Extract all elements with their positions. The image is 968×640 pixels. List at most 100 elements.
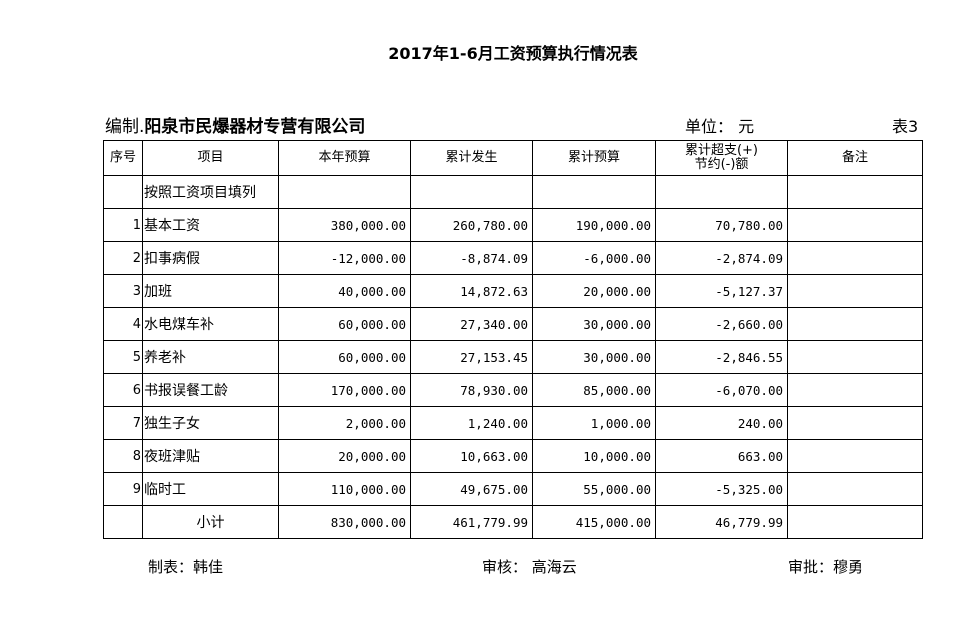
cell-remark — [787, 439, 923, 473]
cell-no: 3 — [103, 274, 143, 308]
cell-diff: 46,779.99 — [655, 505, 788, 539]
cell-actual: 27,340.00 — [410, 307, 533, 341]
cell-item: 加班 — [142, 274, 279, 308]
cell-actual: 1,240.00 — [410, 406, 533, 440]
cell-budget: 2,000.00 — [278, 406, 411, 440]
cell-diff: -2,874.09 — [655, 241, 788, 275]
cell-no — [103, 505, 143, 539]
cell-item: 临时工 — [142, 472, 279, 506]
footer-maker: 制表：韩佳 — [148, 558, 224, 576]
table-row: 1 基本工资 380,000.00 260,780.00 190,000.00 70,78… — [103, 208, 923, 242]
col-header-cum-budget: 累计预算 — [532, 140, 656, 176]
cell-item: 养老补 — [142, 340, 279, 374]
cell-remark — [787, 505, 923, 539]
footer-reviewer: 审核： 高海云 — [482, 558, 577, 576]
cell-item: 水电煤车补 — [142, 307, 279, 341]
cell-item: 基本工资 — [142, 208, 279, 242]
cell-cum-budget: 55,000.00 — [532, 472, 656, 506]
cell-no: 2 — [103, 241, 143, 275]
cell-item: 独生子女 — [142, 406, 279, 440]
cell-budget: 60,000.00 — [278, 307, 411, 341]
cell-remark — [787, 208, 923, 242]
cell-cum-budget: -6,000.00 — [532, 241, 656, 275]
table-row: 9 临时工 110,000.00 49,675.00 55,000.00 -5,325.0… — [103, 472, 923, 506]
cell-no: 4 — [103, 307, 143, 341]
cell-diff: -2,660.00 — [655, 307, 788, 341]
cell-budget: 110,000.00 — [278, 472, 411, 506]
cell-cum-budget: 10,000.00 — [532, 439, 656, 473]
table-row: 7 独生子女 2,000.00 1,240.00 1,000.00 240.00 — [103, 406, 923, 440]
cell-cum-budget: 30,000.00 — [532, 307, 656, 341]
cell-cum-budget: 1,000.00 — [532, 406, 656, 440]
col-header-diff: 累计超支(+) 节约(-)额 — [655, 140, 788, 176]
cell-diff: -2,846.55 — [655, 340, 788, 374]
cell-budget: 830,000.00 — [278, 505, 411, 539]
table-row: 5 养老补 60,000.00 27,153.45 30,000.00 -2,846.55 — [103, 340, 923, 374]
cell-no: 5 — [103, 340, 143, 374]
cell-no: 9 — [103, 472, 143, 506]
cell-cum-budget: 415,000.00 — [532, 505, 656, 539]
note-row: 按照工资项目填列 — [103, 175, 923, 209]
cell-remark — [787, 274, 923, 308]
table-row: 3 加班 40,000.00 14,872.63 20,000.00 -5,127.37 — [103, 274, 923, 308]
cell-remark — [787, 373, 923, 407]
col-header-item: 项目 — [142, 140, 279, 176]
table-number: 表3 — [892, 117, 919, 136]
cell-item: 书报误餐工龄 — [142, 373, 279, 407]
col-header-actual: 累计发生 — [410, 140, 533, 176]
cell-no: 8 — [103, 439, 143, 473]
cell-budget: 20,000.00 — [278, 439, 411, 473]
cell-budget: 380,000.00 — [278, 208, 411, 242]
cell-actual: 260,780.00 — [410, 208, 533, 242]
cell-diff: 663.00 — [655, 439, 788, 473]
cell-remark — [787, 472, 923, 506]
header-row: 序号 项目 本年预算 累计发生 累计预算 累计超支(+) 节约(-)额 备注 — [103, 140, 923, 176]
cell-budget: -12,000.00 — [278, 241, 411, 275]
table-row: 2 扣事病假 -12,000.00 -8,874.09 -6,000.00 -2,874.… — [103, 241, 923, 275]
cell-item: 扣事病假 — [142, 241, 279, 275]
cell-actual: 78,930.00 — [410, 373, 533, 407]
cell-budget: 40,000.00 — [278, 274, 411, 308]
cell-cum-budget: 190,000.00 — [532, 208, 656, 242]
cell-actual: 49,675.00 — [410, 472, 533, 506]
cell-remark — [787, 307, 923, 341]
cell-diff: -5,325.00 — [655, 472, 788, 506]
cell-no: 1 — [103, 208, 143, 242]
cell-diff: 70,780.00 — [655, 208, 788, 242]
cell-actual: -8,874.09 — [410, 241, 533, 275]
table-row: 8 夜班津贴 20,000.00 10,663.00 10,000.00 663.00 — [103, 439, 923, 473]
cell-budget: 60,000.00 — [278, 340, 411, 374]
table-row: 4 水电煤车补 60,000.00 27,340.00 30,000.00 -2,660.… — [103, 307, 923, 341]
cell-item: 夜班津贴 — [142, 439, 279, 473]
note-text: 按照工资项目填列 — [142, 175, 279, 209]
cell-remark — [787, 241, 923, 275]
subtotal-label: 小计 — [142, 505, 279, 539]
cell-actual: 14,872.63 — [410, 274, 533, 308]
table-row: 6 书报误餐工龄 170,000.00 78,930.00 85,000.00 -6,07… — [103, 373, 923, 407]
cell-actual: 461,779.99 — [410, 505, 533, 539]
cell-actual: 10,663.00 — [410, 439, 533, 473]
cell-diff: 240.00 — [655, 406, 788, 440]
cell-budget: 170,000.00 — [278, 373, 411, 407]
cell-cum-budget: 85,000.00 — [532, 373, 656, 407]
page-title: 2017年1-6月工资预算执行情况表 — [388, 44, 638, 63]
cell-cum-budget: 30,000.00 — [532, 340, 656, 374]
editor-label: 编制. — [105, 117, 145, 137]
cell-no: 7 — [103, 406, 143, 440]
cell-diff: -5,127.37 — [655, 274, 788, 308]
col-header-budget: 本年预算 — [278, 140, 411, 176]
editor-company: 编制.阳泉市民爆器材专营有限公司 — [105, 112, 365, 137]
col-header-no: 序号 — [103, 140, 143, 176]
col-header-remark: 备注 — [787, 140, 923, 176]
company-name: 阳泉市民爆器材专营有限公司 — [144, 117, 366, 137]
cell-remark — [787, 406, 923, 440]
cell-remark — [787, 340, 923, 374]
cell-diff: -6,070.00 — [655, 373, 788, 407]
cell-no: 6 — [103, 373, 143, 407]
cell-actual: 27,153.45 — [410, 340, 533, 374]
unit-label: 单位： 元 — [685, 117, 755, 136]
footer-approver: 审批：穆勇 — [788, 558, 864, 576]
subtotal-row: 小计 830,000.00 461,779.99 415,000.00 46,779.9… — [103, 505, 923, 539]
cell-cum-budget: 20,000.00 — [532, 274, 656, 308]
salary-budget-table: 序号 项目 本年预算 累计发生 累计预算 累计超支(+) 节约(-)额 备注 按照… — [103, 140, 923, 539]
